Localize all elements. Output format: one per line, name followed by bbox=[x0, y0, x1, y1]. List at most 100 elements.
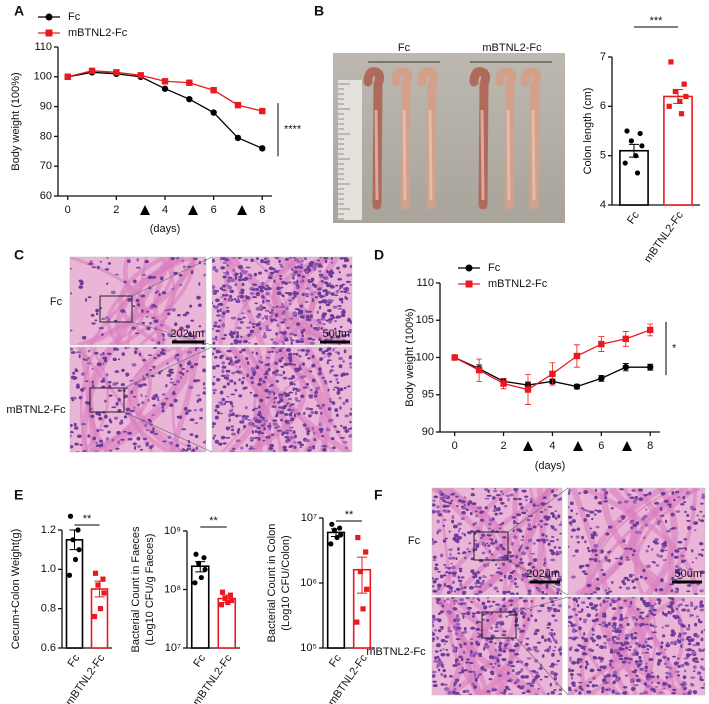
nucleus bbox=[639, 660, 643, 663]
nucleus bbox=[471, 601, 473, 603]
nucleus bbox=[613, 671, 617, 675]
nucleus bbox=[334, 386, 338, 388]
nucleus bbox=[497, 659, 500, 663]
nucleus bbox=[285, 429, 290, 431]
nucleus bbox=[246, 444, 248, 447]
nucleus bbox=[102, 378, 105, 380]
nucleus bbox=[622, 518, 625, 520]
x-axis-label: (days) bbox=[150, 223, 181, 235]
nucleus bbox=[501, 658, 506, 661]
nucleus bbox=[314, 411, 317, 415]
nucleus bbox=[148, 354, 152, 356]
nucleus bbox=[231, 409, 234, 411]
legend-label: Fc bbox=[488, 262, 501, 274]
nucleus bbox=[624, 599, 627, 601]
nucleus bbox=[106, 257, 109, 259]
nucleus bbox=[694, 623, 697, 627]
nucleus bbox=[532, 670, 536, 673]
nucleus bbox=[645, 509, 647, 511]
nucleus bbox=[638, 531, 641, 534]
nucleus bbox=[440, 610, 444, 612]
nucleus bbox=[583, 621, 587, 624]
nucleus bbox=[515, 555, 518, 558]
nucleus bbox=[550, 559, 555, 562]
nucleus bbox=[669, 676, 674, 678]
nucleus bbox=[265, 310, 270, 312]
nucleus bbox=[581, 601, 585, 604]
nucleus bbox=[529, 649, 533, 651]
nucleus bbox=[686, 609, 690, 613]
nucleus bbox=[464, 504, 466, 507]
nucleus bbox=[136, 437, 140, 441]
nucleus bbox=[245, 296, 250, 300]
nucleus bbox=[265, 292, 270, 296]
nucleus bbox=[225, 401, 228, 403]
nucleus bbox=[162, 393, 166, 395]
nucleus bbox=[516, 679, 520, 683]
nucleus bbox=[281, 433, 284, 436]
nucleus bbox=[112, 382, 117, 386]
nucleus bbox=[499, 642, 502, 645]
nucleus bbox=[701, 630, 703, 633]
nucleus bbox=[464, 557, 466, 560]
nucleus bbox=[553, 633, 555, 636]
nucleus bbox=[504, 575, 506, 579]
nucleus bbox=[313, 291, 316, 293]
nucleus bbox=[444, 643, 446, 645]
nucleus bbox=[89, 260, 93, 263]
nucleus bbox=[651, 548, 654, 551]
nucleus bbox=[586, 510, 590, 512]
nucleus bbox=[435, 578, 439, 580]
x-tick-label: 0 bbox=[65, 204, 71, 216]
nucleus bbox=[541, 538, 546, 541]
nucleus bbox=[297, 349, 301, 351]
nucleus bbox=[621, 541, 624, 543]
nucleus bbox=[446, 598, 449, 600]
y-tick-label: 110 bbox=[34, 41, 52, 53]
nucleus bbox=[87, 263, 89, 265]
nucleus bbox=[94, 352, 98, 355]
nucleus bbox=[188, 386, 193, 390]
nucleus bbox=[274, 362, 278, 365]
nucleus bbox=[272, 306, 276, 308]
nucleus bbox=[319, 423, 321, 427]
nucleus bbox=[224, 294, 228, 296]
nucleus bbox=[294, 388, 298, 390]
nucleus bbox=[211, 382, 215, 385]
nucleus bbox=[191, 270, 194, 274]
nucleus bbox=[231, 405, 233, 407]
nucleus bbox=[274, 373, 279, 375]
nucleus bbox=[560, 593, 562, 595]
nucleus bbox=[486, 597, 489, 599]
nucleus bbox=[530, 553, 535, 555]
nucleus bbox=[198, 282, 200, 285]
nucleus bbox=[483, 564, 487, 568]
nucleus bbox=[527, 657, 532, 659]
nucleus bbox=[571, 576, 576, 579]
nucleus bbox=[321, 280, 324, 283]
nucleus bbox=[337, 316, 341, 319]
nucleus bbox=[312, 355, 315, 359]
nucleus bbox=[444, 501, 449, 503]
nucleus bbox=[487, 600, 491, 602]
y-tick-label: 105 bbox=[416, 314, 434, 326]
colon-shade bbox=[430, 110, 431, 200]
nucleus bbox=[672, 689, 676, 691]
nucleus bbox=[273, 401, 275, 403]
nucleus bbox=[602, 687, 605, 690]
nucleus bbox=[212, 366, 216, 370]
nucleus bbox=[222, 294, 225, 297]
nucleus bbox=[333, 306, 337, 309]
nucleus bbox=[173, 384, 177, 386]
nucleus bbox=[318, 264, 322, 268]
nucleus bbox=[475, 679, 478, 682]
nucleus bbox=[678, 548, 683, 550]
nucleus bbox=[288, 398, 292, 400]
nucleus bbox=[627, 623, 630, 626]
nucleus bbox=[441, 627, 443, 630]
marker bbox=[46, 30, 53, 37]
nucleus bbox=[455, 632, 458, 635]
photo-label: mBTNL2-Fc bbox=[482, 42, 542, 54]
nucleus bbox=[161, 353, 166, 355]
marker bbox=[162, 78, 168, 84]
